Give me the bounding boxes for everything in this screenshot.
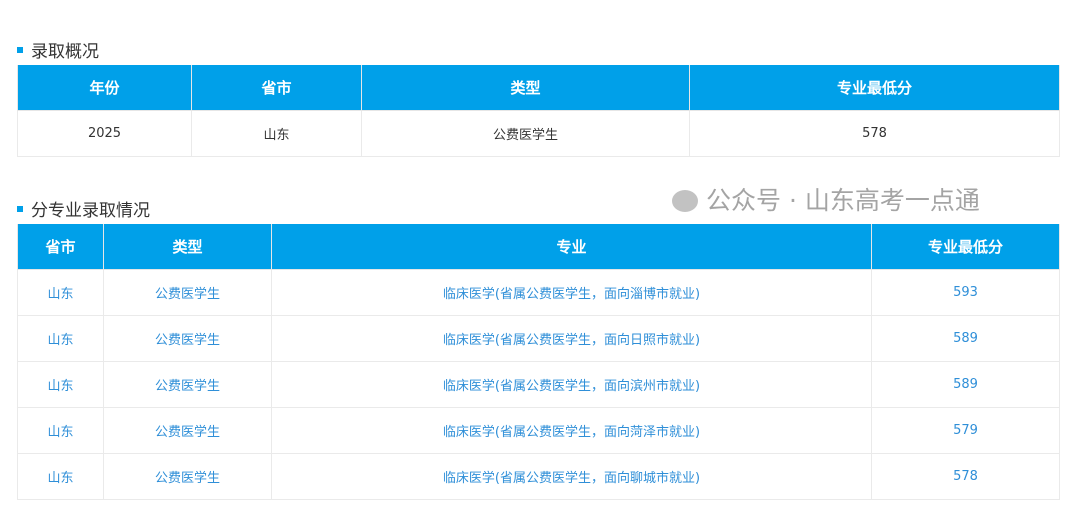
overview-table: 年份 省市 类型 专业最低分 2025 山东 公费医学生 578	[17, 65, 1060, 157]
column-header: 专业最低分	[871, 224, 1060, 270]
bullet-icon	[17, 46, 23, 53]
table-row: 山东 公费医学生 临床医学(省属公费医学生，面向日照市就业) 589	[17, 315, 1060, 362]
table-cell[interactable]: 579	[871, 407, 1060, 454]
table-cell[interactable]: 公费医学生	[103, 407, 272, 454]
table-cell[interactable]: 山东	[17, 269, 104, 316]
column-header: 省市	[17, 224, 104, 270]
table-row: 山东 公费医学生 临床医学(省属公费医学生，面向淄博市就业) 593	[17, 269, 1060, 316]
column-header: 类型	[103, 224, 272, 270]
table-cell[interactable]: 山东	[17, 315, 104, 362]
table-row: 山东 公费医学生 临床医学(省属公费医学生，面向聊城市就业) 578	[17, 453, 1060, 500]
table-cell[interactable]: 589	[871, 315, 1060, 362]
table-cell[interactable]: 公费医学生	[103, 361, 272, 408]
table-cell[interactable]: 山东	[17, 407, 104, 454]
bullet-icon	[17, 205, 23, 212]
watermark: 公众号 · 山东高考一点通	[672, 186, 980, 216]
table-cell: 2025	[17, 110, 192, 157]
table-cell[interactable]: 临床医学(省属公费医学生，面向滨州市就业)	[271, 361, 872, 408]
table-cell[interactable]: 578	[871, 453, 1060, 500]
table-cell[interactable]: 临床医学(省属公费医学生，面向聊城市就业)	[271, 453, 872, 500]
table-cell[interactable]: 临床医学(省属公费医学生，面向菏泽市就业)	[271, 407, 872, 454]
column-header: 专业	[271, 224, 872, 270]
table-cell: 578	[689, 110, 1060, 157]
column-header: 类型	[361, 65, 690, 111]
table-cell[interactable]: 临床医学(省属公费医学生，面向淄博市就业)	[271, 269, 872, 316]
table-cell[interactable]: 山东	[17, 361, 104, 408]
table-cell[interactable]: 公费医学生	[103, 453, 272, 500]
section-title-overview: 录取概况	[17, 37, 99, 62]
table-cell[interactable]: 593	[871, 269, 1060, 316]
section-title-majors: 分专业录取情况	[17, 196, 150, 221]
table-row: 山东 公费医学生 临床医学(省属公费医学生，面向滨州市就业) 589	[17, 361, 1060, 408]
column-header: 省市	[191, 65, 362, 111]
majors-table: 省市 类型 专业 专业最低分 山东 公费医学生 临床医学(省属公费医学生，面向淄博市就业) 5…	[17, 224, 1060, 500]
table-row: 山东 公费医学生 临床医学(省属公费医学生，面向菏泽市就业) 579	[17, 407, 1060, 454]
column-header: 年份	[17, 65, 192, 111]
table-cell: 公费医学生	[361, 110, 690, 157]
table-cell[interactable]: 589	[871, 361, 1060, 408]
table-cell[interactable]: 公费医学生	[103, 269, 272, 316]
table-cell[interactable]: 山东	[17, 453, 104, 500]
table-cell: 山东	[191, 110, 362, 157]
table-cell[interactable]: 公费医学生	[103, 315, 272, 362]
column-header: 专业最低分	[689, 65, 1060, 111]
wechat-icon	[672, 190, 698, 212]
table-cell[interactable]: 临床医学(省属公费医学生，面向日照市就业)	[271, 315, 872, 362]
table-row: 2025 山东 公费医学生 578	[17, 110, 1060, 157]
